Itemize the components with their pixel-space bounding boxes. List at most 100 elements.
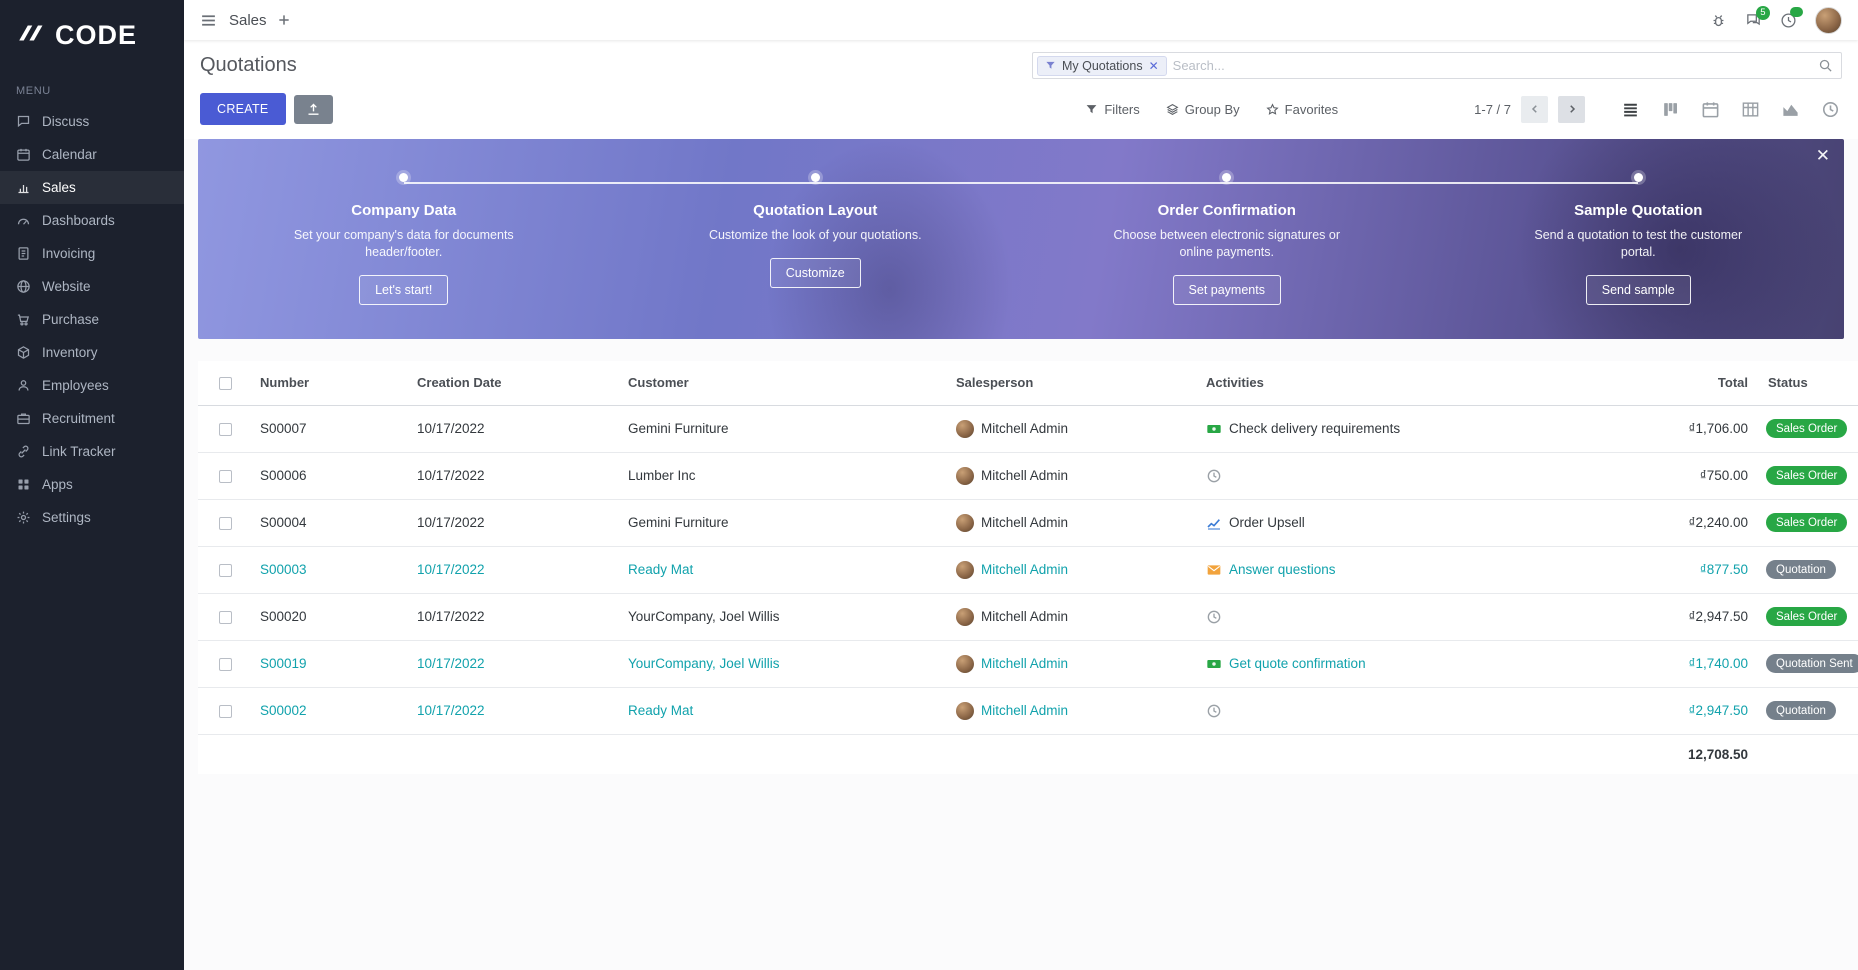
kanban-view-icon [1664, 102, 1677, 116]
cart-icon [17, 314, 30, 326]
row-checkbox[interactable] [218, 422, 232, 436]
filter-funnel-icon [1086, 104, 1097, 113]
step-quotation-layout: Quotation Layout Customize the look of y… [610, 173, 1022, 305]
sidebar-item-employees[interactable]: Employees [0, 369, 184, 402]
column-header-activities[interactable]: Activities [1198, 361, 1560, 406]
table-row[interactable]: S00019 10/17/2022 YourCompany, Joel Will… [198, 640, 1858, 688]
sidebar-item-link-tracker[interactable]: Link Tracker [0, 435, 184, 468]
search-facet-chip[interactable]: My Quotations ✕ [1037, 55, 1167, 76]
sidebar-item-calendar[interactable]: Calendar [0, 138, 184, 171]
new-tab-plus-icon[interactable] [277, 13, 291, 27]
row-checkbox[interactable] [218, 469, 232, 483]
column-header-total[interactable]: Total [1560, 361, 1760, 406]
sidebar-item-apps[interactable]: Apps [0, 468, 184, 501]
messages-button[interactable]: 5 [1745, 5, 1770, 29]
column-header-status[interactable]: Status [1760, 361, 1858, 406]
person-icon [18, 380, 29, 391]
sidebar-item-sales[interactable]: Sales [0, 171, 184, 204]
list-view-icon [1624, 103, 1637, 116]
row-checkbox[interactable] [218, 516, 232, 530]
step-order-confirmation: Order Confirmation Choose between electr… [1021, 173, 1433, 305]
salesperson-avatar [956, 513, 974, 532]
row-checkbox[interactable] [218, 657, 232, 671]
sidebar-item-recruitment[interactable]: Recruitment [0, 402, 184, 435]
pager-range: 1-7 / 7 [1474, 101, 1511, 117]
sidebar: CODE MENU Discuss Calendar Sales Dashboa… [0, 0, 184, 970]
pager-next-button[interactable] [1558, 95, 1585, 123]
upload-button[interactable] [293, 94, 333, 124]
salesperson-avatar [956, 419, 974, 438]
row-checkbox[interactable] [218, 563, 232, 577]
banner-close-icon[interactable]: ✕ [1815, 146, 1830, 165]
view-switcher [1619, 98, 1842, 121]
search-icon[interactable] [1818, 58, 1833, 73]
pager-previous-button[interactable] [1521, 95, 1548, 123]
brand-logo[interactable]: CODE [0, 0, 184, 67]
chevron-right-icon [1569, 105, 1575, 113]
money-icon [1207, 659, 1221, 668]
calendar-view-button[interactable] [1699, 98, 1722, 121]
group-by-button[interactable]: Group By [1166, 102, 1240, 117]
footer-total: 12,708.50 [1687, 746, 1748, 762]
activity-view-button[interactable] [1819, 98, 1842, 121]
chevron-left-icon [1531, 105, 1537, 113]
send-sample-button[interactable]: Send sample [1585, 274, 1691, 305]
status-badge: Quotation [1766, 560, 1836, 579]
sidebar-item-dashboards[interactable]: Dashboards [0, 204, 184, 237]
sidebar-item-website[interactable]: Website [0, 270, 184, 303]
select-all-checkbox[interactable] [218, 377, 232, 391]
table-row[interactable]: S00003 10/17/2022 Ready Mat Mitchell Adm… [198, 546, 1858, 594]
sidebar-item-invoicing[interactable]: Invoicing [0, 237, 184, 270]
apps-grid-icon [18, 479, 29, 490]
search-bar[interactable]: My Quotations ✕ [1032, 52, 1842, 79]
salesperson-avatar [956, 654, 974, 673]
column-header-number[interactable]: Number [252, 361, 409, 406]
column-header-creation-date[interactable]: Creation Date [409, 361, 620, 406]
step-company-data: Company Data Set your company's data for… [198, 173, 610, 305]
table-row[interactable]: S00004 10/17/2022 Gemini Furniture Mitch… [198, 499, 1858, 547]
row-checkbox[interactable] [218, 610, 232, 624]
create-button[interactable]: CREATE [200, 93, 286, 125]
document-icon [18, 247, 29, 260]
quotations-table: Number Creation Date Customer Salesperso… [198, 361, 1858, 774]
user-avatar[interactable] [1815, 6, 1842, 34]
customize-button[interactable]: Customize [769, 257, 861, 288]
activities-button[interactable] [1780, 6, 1803, 29]
current-app-name[interactable]: Sales [229, 11, 267, 29]
debug-bug-icon[interactable] [1710, 12, 1727, 29]
filters-button[interactable]: Filters [1085, 102, 1140, 117]
pivot-view-button[interactable] [1739, 98, 1762, 121]
column-header-customer[interactable]: Customer [620, 361, 948, 406]
page-title: Quotations [200, 54, 297, 76]
calendar-icon [17, 148, 30, 161]
table-row[interactable]: S00002 10/17/2022 Ready Mat Mitchell Adm… [198, 687, 1858, 735]
control-panel: Quotations My Quotations ✕ CREATE [184, 40, 1858, 139]
filter-funnel-icon [1046, 61, 1055, 69]
sidebar-item-inventory[interactable]: Inventory [0, 336, 184, 369]
layers-icon [1166, 103, 1179, 115]
sidebar-item-settings[interactable]: Settings [0, 501, 184, 534]
briefcase-icon [17, 413, 30, 425]
table-row[interactable]: S00020 10/17/2022 YourCompany, Joel Will… [198, 593, 1858, 641]
salesperson-avatar [956, 701, 974, 720]
lets-start-button[interactable]: Let's start! [359, 274, 449, 305]
row-checkbox[interactable] [218, 704, 232, 718]
table-row[interactable]: S00007 10/17/2022 Gemini Furniture Mitch… [198, 405, 1858, 453]
pager: 1-7 / 7 [1474, 95, 1585, 123]
step-dot [399, 173, 409, 182]
favorites-button[interactable]: Favorites [1266, 102, 1338, 117]
hamburger-menu-icon[interactable] [200, 12, 217, 29]
facet-remove-icon[interactable]: ✕ [1148, 58, 1159, 73]
column-header-salesperson[interactable]: Salesperson [948, 361, 1198, 406]
sidebar-item-purchase[interactable]: Purchase [0, 303, 184, 336]
graph-view-button[interactable] [1779, 98, 1802, 121]
table-row[interactable]: S00006 10/17/2022 Lumber Inc Mitchell Ad… [198, 452, 1858, 500]
status-badge: Sales Order [1766, 513, 1848, 532]
sidebar-item-discuss[interactable]: Discuss [0, 105, 184, 138]
search-input[interactable] [1172, 58, 1812, 73]
list-view-button[interactable] [1619, 98, 1642, 121]
set-payments-button[interactable]: Set payments [1172, 274, 1281, 305]
star-icon [1266, 102, 1279, 115]
kanban-view-button[interactable] [1659, 98, 1682, 121]
